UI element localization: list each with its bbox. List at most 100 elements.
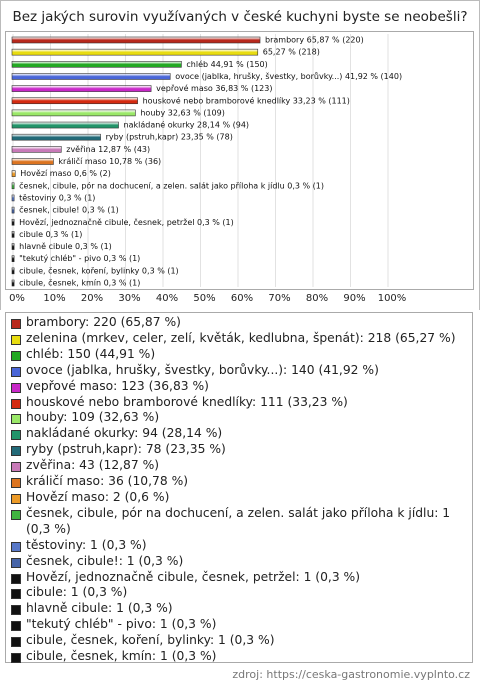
legend-label: chléb: 150 (44,91 %) (26, 346, 156, 361)
bar-label: brambory 65,87 % (220) (265, 36, 364, 45)
source: zdroj: https://ceska-gastronomie.vyplnto… (232, 668, 470, 681)
legend-label: houskové nebo bramborové knedlíky: 111 (… (26, 394, 348, 409)
legend-swatch (11, 350, 21, 361)
legend-label: "tekutý chléb" - pivo: 1 (0,3 %) (26, 617, 217, 632)
legend-item: králičí maso: 36 (10,78 %) (10, 474, 468, 490)
legend-swatch (11, 605, 21, 616)
bar-label: ryby (pstruh,kapr) 23,35 % (78) (106, 133, 233, 142)
x-tick-label: 50% (193, 293, 215, 304)
x-tick-label: 40% (156, 293, 178, 304)
bar (11, 194, 15, 202)
legend-swatch (11, 541, 21, 552)
legend-item: cibule, česnek, kmín: 1 (0,3 %) (10, 649, 468, 665)
legend-swatch (11, 573, 21, 584)
bar-label: Hovězí, jednoznačně cibule, česnek, petr… (19, 217, 234, 227)
x-tick-label: 80% (306, 293, 328, 304)
legend-swatch (11, 557, 21, 568)
legend-swatch (11, 430, 21, 441)
legend-label: houby: 109 (32,63 %) (26, 410, 160, 425)
bar-label: Hovězí maso 0,6 % (2) (20, 169, 111, 178)
legend-item: chléb: 150 (44,91 %) (10, 347, 468, 363)
bar-label: houskové nebo bramborové knedlíky 33,23 … (143, 95, 350, 105)
bar-label: cibule, česnek, koření, bylinky 0,3 % (1… (19, 265, 179, 275)
legend-label: králičí maso: 36 (10,78 %) (26, 474, 189, 489)
legend-item: brambory: 220 (65,87 %) (10, 315, 468, 331)
bar-label: 65,27 % (218) (263, 48, 320, 57)
x-tick-label: 0% (9, 293, 25, 304)
legend-label: hlavně cibule: 1 (0,3 %) (26, 601, 173, 616)
legend-item: cibule, česnek, koření, bylinky: 1 (0,3 … (10, 633, 468, 649)
x-tick-label: 60% (231, 293, 253, 304)
bar-label: ovoce (jablka, hrušky, švestky, borůvky.… (175, 71, 402, 81)
bar (11, 73, 171, 80)
legend-label: brambory: 220 (65,87 %) (26, 315, 181, 329)
chart: Bez jakých surovin využívaných v české k… (0, 0, 480, 310)
x-tick-label: 10% (43, 293, 65, 304)
legend-swatch (11, 462, 21, 473)
legend-swatch (11, 334, 21, 345)
legend-swatch (11, 478, 21, 489)
bar (11, 60, 182, 68)
legend-swatch (11, 589, 21, 600)
legend-swatch (11, 621, 21, 632)
legend-item: ryby (pstruh,kapr): 78 (23,35 %) (10, 442, 468, 458)
legend-label: zelenina (mrkev, celer, zelí, květák, ke… (26, 330, 456, 345)
bar (11, 109, 136, 117)
bar-label: nakládané okurky 28,14 % (94) (124, 120, 250, 130)
legend-label: Hovězí, jednoznačně cibule, česnek, petr… (26, 569, 361, 584)
legend-swatch (11, 319, 21, 329)
legend-label: vepřové maso: 123 (36,83 %) (26, 378, 209, 393)
bar-label: králičí maso 10,78 % (36) (58, 156, 161, 166)
legend-label: cibule, česnek, kmín: 1 (0,3 %) (26, 649, 217, 664)
legend-item: nakládané okurky: 94 (28,14 %) (10, 426, 468, 442)
legend-item: cibule: 1 (0,3 %) (10, 585, 468, 601)
legend-swatch (11, 509, 21, 520)
bar (11, 267, 15, 275)
bar (11, 36, 261, 44)
legend-label: ovoce (jablka, hrušky, švestky, borůvky.… (26, 362, 379, 377)
legend-label: cibule, česnek, koření, bylinky: 1 (0,3 … (26, 633, 275, 648)
bar (11, 255, 15, 262)
legend-item: houby: 109 (32,63 %) (10, 410, 468, 426)
bar (11, 85, 152, 92)
legend-swatch (11, 446, 21, 457)
bar-label: těstoviny 0,3 % (1) (19, 193, 95, 202)
legend-swatch (11, 493, 21, 504)
bar (11, 48, 259, 56)
x-tick-label: 100% (378, 293, 407, 304)
legend-label: ryby (pstruh,kapr): 78 (23,35 %) (26, 442, 226, 457)
bar (11, 243, 15, 250)
legend-item: česnek, cibule!: 1 (0,3 %) (10, 554, 468, 570)
bar (11, 279, 15, 287)
bar-label: česnek, cibule, pór na dochucení, a zele… (19, 180, 324, 190)
bar-label: zvěřina 12,87 % (43) (66, 145, 150, 154)
bar (11, 231, 15, 238)
bar (11, 97, 138, 105)
legend-label: česnek, cibule!: 1 (0,3 %) (26, 553, 184, 568)
legend-swatch (11, 366, 21, 377)
legend-item: těstoviny: 1 (0,3 %) (10, 538, 468, 554)
bar-label: vepřové maso 36,83 % (123) (156, 83, 272, 93)
bar (11, 218, 15, 226)
x-tick-label: 30% (118, 293, 140, 304)
legend-label: cibule: 1 (0,3 %) (26, 585, 128, 600)
bar (11, 206, 15, 214)
bar (11, 121, 119, 129)
bar (11, 146, 62, 153)
legend-swatch (11, 382, 21, 393)
chart-title: Bez jakých surovin využívaných v české k… (12, 9, 467, 25)
legend-label: česnek, cibule, pór na dochucení, a zele… (26, 505, 451, 536)
bar (11, 133, 101, 141)
legend-item: zelenina (mrkev, celer, zelí, květák, ke… (10, 331, 468, 347)
legend-swatch (11, 414, 21, 425)
bar (11, 158, 54, 165)
legend-item: ovoce (jablka, hrušky, švestky, borůvky.… (10, 363, 468, 379)
bar (11, 182, 15, 190)
legend-item: Hovězí, jednoznačně cibule, česnek, petr… (10, 570, 468, 586)
legend-swatch (11, 398, 21, 409)
bar-label: cibule, česnek, kmín 0,3 % (1) (19, 278, 140, 288)
x-tick-label: 90% (343, 293, 365, 304)
legend-item: Hovězí maso: 2 (0,6 %) (10, 490, 468, 506)
legend-item: houskové nebo bramborové knedlíky: 111 (… (10, 395, 468, 411)
